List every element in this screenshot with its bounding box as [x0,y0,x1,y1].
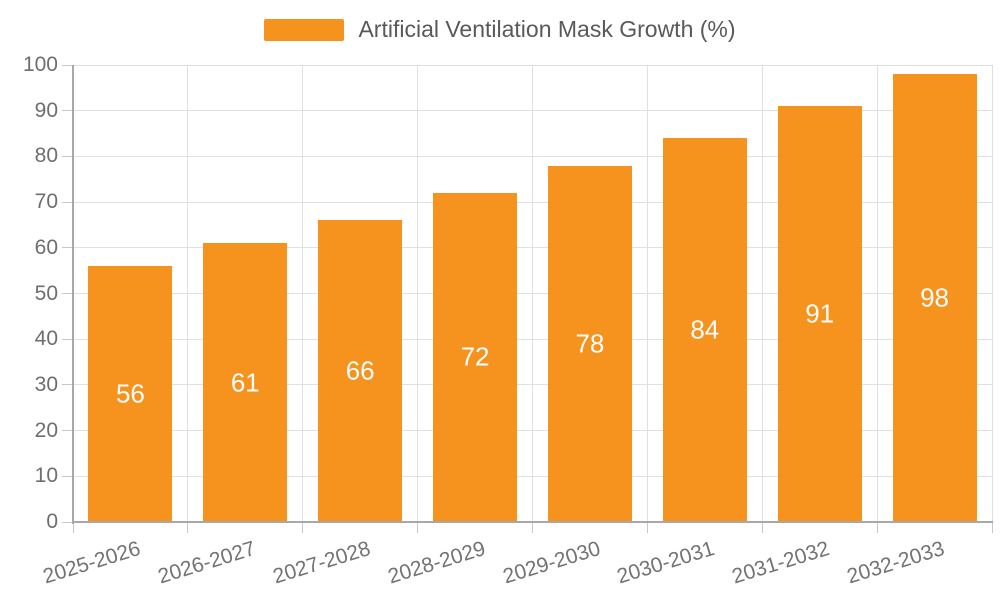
x-axis-tick [646,523,648,533]
x-axis-tick [187,523,189,533]
y-axis-tick-label: 90 [34,98,58,122]
x-axis-category-label: 2026-2027 [155,537,259,589]
bar [318,220,403,522]
bar-value-label: 61 [230,367,260,398]
bar [203,243,288,522]
x-gridline [646,65,648,522]
x-gridline [187,65,189,522]
y-axis-tick-label: 40 [34,327,58,351]
y-axis-tick [62,293,72,294]
x-axis-category-label: 2027-2028 [270,537,373,589]
y-axis-tick-label: 0 [46,510,58,533]
y-axis-tick-label: 60 [34,235,58,259]
bar-value-label: 91 [805,298,835,329]
bar [547,165,632,522]
x-axis-category-label: 2032-2033 [844,537,948,589]
x-axis-tick [532,523,533,533]
bar [433,192,518,522]
y-axis-line [72,65,74,524]
y-axis-tick-label: 30 [34,372,58,396]
x-gridline [302,65,304,522]
x-axis-category-label: 2031-2032 [729,537,833,589]
y-axis-tick-label: 80 [34,144,58,168]
bar [892,74,977,522]
x-axis-tick [761,523,763,533]
y-axis-tick [62,110,72,112]
y-axis-tick [62,521,72,523]
y-axis-tick-label: 70 [34,190,58,214]
y-axis-tick [62,247,72,249]
y-axis-tick [62,64,72,66]
x-axis-category-label: 2028-2029 [385,537,488,589]
bar-value-label: 98 [920,282,950,313]
y-axis-tick [62,201,72,203]
y-axis-tick [62,430,72,432]
x-axis-category-label: 2030-2031 [614,537,718,589]
legend[interactable]: Artificial Ventilation Mask Growth (%) [0,16,1000,43]
bar-value-label: 78 [575,328,605,359]
y-axis-tick-label: 100 [22,53,58,76]
y-axis-tick [62,384,72,386]
bar-value-label: 66 [345,355,375,386]
x-axis-tick [417,523,419,533]
y-axis-tick [62,475,72,477]
x-axis-line [72,521,993,523]
x-axis-category-label: 2025-2026 [40,537,144,589]
y-axis-tick-label: 20 [34,418,58,442]
legend-swatch[interactable] [264,18,345,41]
y-axis-tick [62,155,72,157]
y-axis-tick-label: 10 [34,464,58,488]
x-gridline [991,65,993,522]
x-gridline [417,65,419,522]
x-axis-tick [991,523,993,533]
x-gridline [761,65,763,522]
x-gridline [532,65,533,522]
x-axis-tick [302,523,304,533]
bar [777,106,862,522]
y-axis-tick [62,338,72,340]
legend-label[interactable]: Artificial Ventilation Mask Growth (%) [358,16,736,42]
x-axis-category-label: 2029-2030 [499,537,603,589]
x-axis-tick [72,523,74,533]
x-axis-tick [876,523,878,533]
bar-value-label: 72 [460,341,490,372]
bar-value-label: 84 [690,314,720,345]
y-axis-tick-label: 50 [34,281,58,305]
bar [662,138,747,522]
x-gridline [876,65,878,522]
bar-value-label: 56 [115,378,145,409]
bar [88,266,173,522]
